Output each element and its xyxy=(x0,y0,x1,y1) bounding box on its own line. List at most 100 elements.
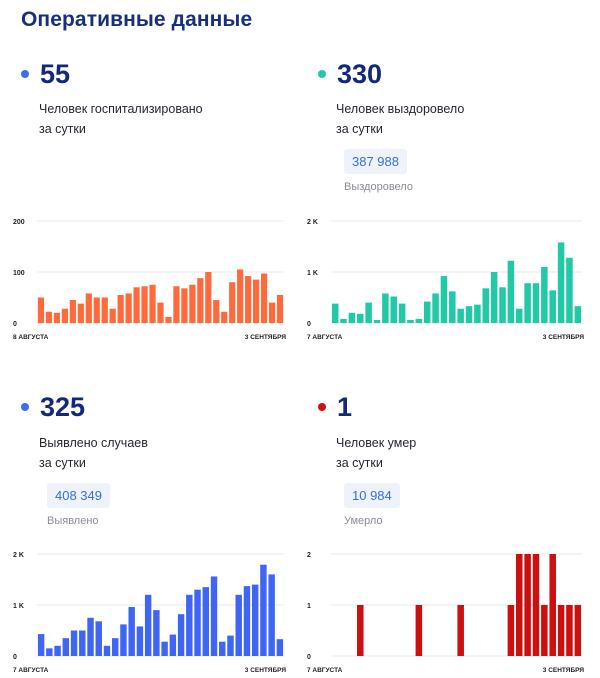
bar xyxy=(507,260,515,323)
recovered-chart: 0 1 K 2 K 7 АВГУСТА 3 СЕНТЯБРЯ xyxy=(307,219,585,341)
bar xyxy=(260,564,267,656)
bar xyxy=(77,303,84,323)
cases-dot-icon xyxy=(21,403,29,411)
bar xyxy=(243,586,251,656)
cases-total-label: Выявлено xyxy=(47,515,99,527)
bar xyxy=(219,641,226,656)
bar xyxy=(117,294,124,323)
bar xyxy=(189,284,196,323)
bar xyxy=(268,302,276,323)
bar xyxy=(357,313,364,323)
bar xyxy=(37,634,45,656)
bar xyxy=(85,293,92,323)
bar xyxy=(197,278,204,323)
bar xyxy=(54,645,61,656)
bar xyxy=(365,302,372,323)
bar xyxy=(70,630,78,656)
y-tick-label: 0 xyxy=(307,654,311,661)
bar xyxy=(532,554,540,656)
bar xyxy=(482,288,490,323)
page-title: Оперативные данные xyxy=(21,8,253,31)
bar xyxy=(221,311,228,323)
hospitalized-chart: 0 100 200 8 АВГУСТА 3 СЕНТЯБРЯ xyxy=(13,219,286,341)
bar xyxy=(251,584,259,656)
bar xyxy=(125,293,132,323)
y-tick-label: 200 xyxy=(13,219,25,226)
recovered-dot-icon xyxy=(318,70,326,78)
bar xyxy=(415,318,423,323)
bar xyxy=(532,283,540,323)
recovered-caption-line1: Человек выздоровело xyxy=(336,102,465,116)
bar xyxy=(268,574,275,656)
bar xyxy=(524,283,531,323)
bar xyxy=(276,639,284,656)
bar xyxy=(161,641,168,656)
y-tick-label: 0 xyxy=(13,321,17,328)
bar xyxy=(141,286,148,323)
bar xyxy=(566,257,573,323)
bar xyxy=(181,288,188,323)
bar xyxy=(128,607,135,656)
deaths-caption-line1: Человек умер xyxy=(336,436,417,450)
bar xyxy=(415,605,423,656)
bar xyxy=(165,316,172,323)
cases-caption-line1: Выявлено случаев xyxy=(39,436,148,450)
bar xyxy=(457,605,464,656)
y-tick-label: 0 xyxy=(307,321,311,328)
bar xyxy=(373,319,381,323)
x-start-label: 7 АВГУСТА xyxy=(307,334,343,341)
bar xyxy=(245,276,252,323)
x-end-label: 3 СЕНТЯБРЯ xyxy=(543,334,585,341)
x-start-label: 7 АВГУСТА xyxy=(13,667,49,674)
deaths-chart: 0 1 2 7 АВГУСТА 3 СЕНТЯБРЯ xyxy=(307,552,584,674)
bar xyxy=(61,308,68,323)
bar xyxy=(407,319,414,323)
bar xyxy=(112,638,119,656)
hospitalized-caption-line1: Человек госпитализировано xyxy=(39,102,203,116)
recovered-total-label: Выздоровело xyxy=(344,181,413,193)
bar xyxy=(210,576,218,656)
bar xyxy=(136,626,144,656)
deaths-dot-icon xyxy=(318,403,326,411)
bar xyxy=(382,293,389,323)
y-tick-label: 1 xyxy=(307,603,311,610)
bar xyxy=(390,296,398,323)
bar xyxy=(276,294,284,323)
deaths-total-badge: 10 984 xyxy=(344,483,400,508)
bar xyxy=(357,605,364,656)
bar xyxy=(53,312,61,323)
bar xyxy=(237,269,244,323)
y-tick-label: 2 K xyxy=(307,219,318,226)
deaths-caption-line2: за сутки xyxy=(336,456,383,470)
bar xyxy=(474,304,481,323)
x-end-label: 3 СЕНТЯБРЯ xyxy=(245,667,287,674)
bar xyxy=(46,648,53,656)
hospitalized-stat: 55 Человек госпитализировано за сутки xyxy=(19,59,289,136)
bar xyxy=(557,605,565,656)
bar xyxy=(144,594,152,656)
bar xyxy=(465,306,473,323)
y-tick-label: 0 xyxy=(13,654,17,661)
recovered-caption-line2: за сутки xyxy=(336,122,383,136)
bar xyxy=(490,272,498,323)
deaths-value: 1 xyxy=(337,392,353,422)
bar xyxy=(157,302,164,323)
bar xyxy=(186,594,193,656)
bar xyxy=(109,308,116,323)
hospitalized-value: 55 xyxy=(40,59,71,89)
hospitalized-caption-line2: за сутки xyxy=(39,122,86,136)
bar xyxy=(549,554,556,656)
recovered-value: 330 xyxy=(337,59,383,89)
bar xyxy=(440,276,448,323)
bar xyxy=(95,621,102,656)
bar xyxy=(213,300,220,323)
x-start-label: 7 АВГУСТА xyxy=(307,667,343,674)
cases-value: 325 xyxy=(40,392,86,422)
deaths-stat: 1 Человек умер за сутки 10 984 Умерло xyxy=(316,392,586,527)
bar xyxy=(557,242,565,323)
bar xyxy=(153,610,160,656)
cases-total-badge: 408 349 xyxy=(47,483,110,508)
bar xyxy=(101,297,108,323)
recovered-stat: 330 Человек выздоровело за сутки 387 988… xyxy=(316,59,586,193)
bar xyxy=(62,638,70,656)
